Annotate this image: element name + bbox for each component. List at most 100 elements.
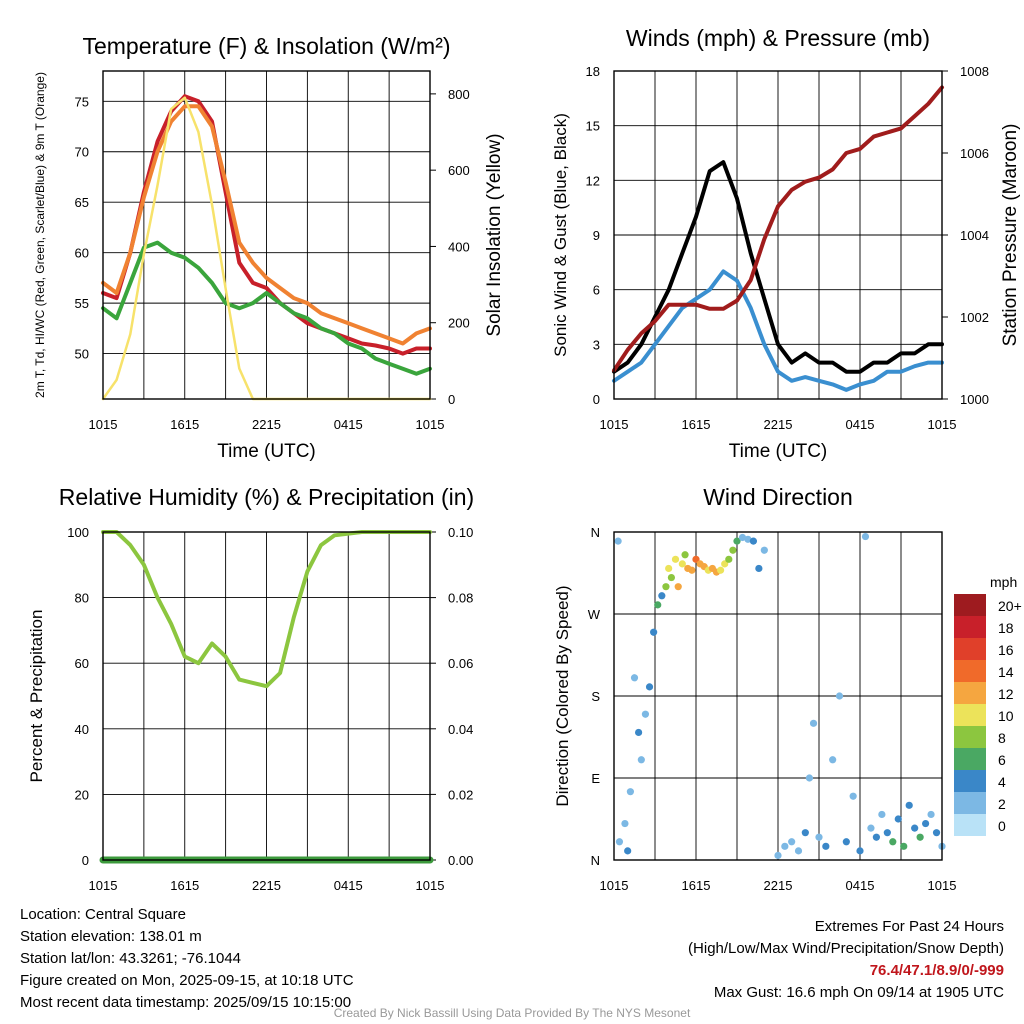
y-tick-label-2: 80 <box>75 591 89 606</box>
direction-point <box>883 829 891 837</box>
direction-point <box>794 847 803 855</box>
x-tick-label-2: 1015 <box>416 878 445 893</box>
x-tick-label-0: 1015 <box>89 417 118 432</box>
legend-label: 4 <box>998 774 1006 790</box>
legend-label: 10 <box>998 708 1014 724</box>
direction-point <box>927 810 935 819</box>
direction-point <box>809 719 818 727</box>
station-elevation: Station elevation: 138.01 m <box>20 928 202 945</box>
max-gust: Max Gust: 16.6 mph On 09/14 at 1905 UTC <box>713 984 1004 1001</box>
direction-point <box>801 829 809 837</box>
direction-point <box>725 555 733 563</box>
x-tick-label-3: 0415 <box>846 878 875 893</box>
direction-point <box>911 824 919 832</box>
plot-frame-0 <box>102 70 431 400</box>
x-tick-label-0: 0415 <box>334 417 363 432</box>
y-tick-label-1: 9 <box>593 228 600 243</box>
y-tick-label-3: E <box>591 771 600 786</box>
direction-point <box>645 683 654 691</box>
y-axis-label-3: Direction (Colored By Speed) <box>553 585 572 806</box>
direction-point <box>905 801 913 809</box>
y2-axis-label-1: Station Pressure (Maroon) <box>1000 124 1021 347</box>
legend-swatch <box>954 660 986 682</box>
extremes-info: Extremes For Past 24 Hours (High/Low/Max… <box>688 916 1004 1004</box>
direction-point <box>667 573 676 582</box>
y2-tick-label-1: 1006 <box>960 146 989 161</box>
direction-point <box>900 842 908 850</box>
figure-created: Figure created on Mon, 2025-09-15, at 10… <box>20 972 354 989</box>
direction-point <box>932 829 941 837</box>
direction-point <box>641 710 650 718</box>
legend-title: mph <box>990 574 1017 590</box>
station-info: Location: Central Square Station elevati… <box>20 904 354 1014</box>
y2-tick-label-0: 800 <box>448 87 470 102</box>
legend-swatch <box>954 704 986 726</box>
extremes-values: 76.4/47.1/8.9/0/-999 <box>869 962 1004 979</box>
y-axis-label-2: Percent & Precipitation <box>27 610 46 783</box>
direction-point <box>755 564 763 573</box>
x-tick-label-2: 1015 <box>89 878 118 893</box>
y2-tick-label-2: 0.02 <box>448 787 473 802</box>
y2-tick-label-0: 400 <box>448 239 470 254</box>
y-tick-label-1: 3 <box>593 337 600 352</box>
y2-tick-label-2: 0.06 <box>448 656 473 671</box>
y-tick-label-0: 65 <box>75 195 89 210</box>
legend-swatch <box>954 770 986 792</box>
x-tick-label-0: 1615 <box>170 417 199 432</box>
direction-point <box>637 756 645 764</box>
recent-timestamp: Most recent data timestamp: 2025/09/15 1… <box>20 994 352 1011</box>
direction-point <box>829 756 837 764</box>
direction-point <box>889 838 897 846</box>
direction-point <box>842 838 850 846</box>
y-tick-label-3: N <box>591 525 600 540</box>
direction-point <box>822 842 830 850</box>
x-tick-label-3: 2215 <box>764 878 793 893</box>
y-tick-label-1: 0 <box>593 392 600 407</box>
x-tick-label-1: 0415 <box>846 417 875 432</box>
direction-point <box>621 819 629 828</box>
direction-point <box>635 728 643 737</box>
x-tick-label-1: 1015 <box>600 417 629 432</box>
y2-tick-label-2: 0.04 <box>448 722 473 737</box>
x-tick-label-0: 1015 <box>416 417 445 432</box>
direction-point <box>630 674 639 682</box>
series-line-9m-t <box>101 104 432 346</box>
legend-label: 20+ <box>998 598 1022 614</box>
x-axis-label-1: Time (UTC) <box>729 441 828 462</box>
direction-point <box>760 546 768 554</box>
y-tick-label-2: 20 <box>75 787 89 802</box>
direction-point <box>626 788 635 796</box>
y-tick-label-0: 75 <box>75 94 89 109</box>
direction-point <box>733 537 741 545</box>
y2-tick-label-2: 0.00 <box>448 853 473 868</box>
x-tick-label-3: 1615 <box>682 878 711 893</box>
legend-label: 8 <box>998 730 1006 746</box>
y2-tick-label-1: 1000 <box>960 392 989 407</box>
direction-point <box>815 833 823 841</box>
direction-point <box>674 583 682 591</box>
x-tick-label-0: 2215 <box>252 417 281 432</box>
legend-label: 16 <box>998 642 1014 658</box>
legend-swatch <box>954 792 986 814</box>
chart-title-3: Wind Direction <box>703 484 853 510</box>
direction-point <box>717 566 725 574</box>
y-tick-label-0: 55 <box>75 296 89 311</box>
legend-label: 12 <box>998 686 1014 702</box>
x-tick-label-2: 1615 <box>170 878 199 893</box>
station-location: Location: Central Square <box>20 906 186 923</box>
x-axis-label-0: Time (UTC) <box>217 441 316 462</box>
x-tick-label-1: 1615 <box>682 417 711 432</box>
y-tick-label-1: 18 <box>586 64 600 79</box>
direction-point <box>835 692 844 700</box>
series-line-station-pressure <box>612 85 944 373</box>
y2-tick-label-1: 1002 <box>960 310 989 325</box>
y2-tick-label-2: 0.10 <box>448 525 473 540</box>
direction-point <box>614 537 622 545</box>
y2-tick-label-0: 600 <box>448 163 470 178</box>
extremes-fields: (High/Low/Max Wind/Precipitation/Snow De… <box>688 940 1004 957</box>
y-tick-label-2: 60 <box>75 656 89 671</box>
y2-tick-label-0: 200 <box>448 316 470 331</box>
direction-point <box>738 533 747 542</box>
direction-point <box>788 838 796 846</box>
station-latlon: Station lat/lon: 43.3261; -76.1044 <box>20 950 242 967</box>
